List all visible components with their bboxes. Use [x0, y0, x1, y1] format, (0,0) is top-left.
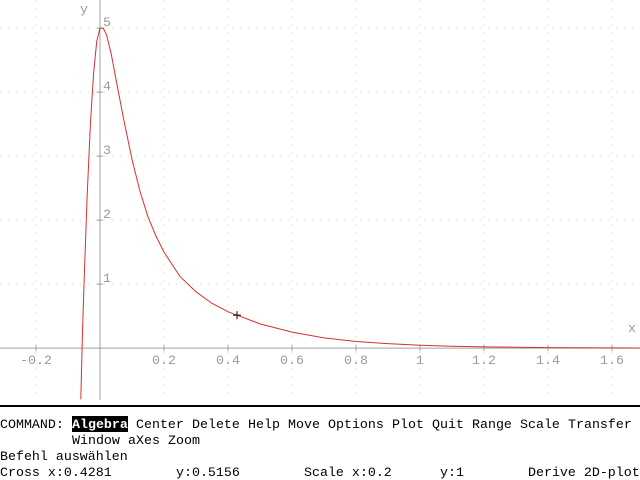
- x-tick-label: 0.2: [152, 353, 176, 368]
- y-axis-label: y: [80, 2, 88, 17]
- x-tick-label: 1.6: [600, 353, 624, 368]
- menu-item[interactable]: Window: [72, 433, 120, 448]
- y-tick-label: 5: [103, 15, 111, 30]
- menu-item[interactable]: Transfer: [568, 417, 632, 432]
- plot-area: -0.2 0.2 0.4 0.6 0.8 1 1.2 1.4 1.6 1 2 3 4 5 x y: [0, 0, 640, 400]
- menu-item[interactable]: Zoom: [168, 433, 200, 448]
- y-tick-label: 1: [103, 271, 111, 286]
- menu-item[interactable]: Algebra: [72, 417, 128, 432]
- x-tick-label: 1.4: [536, 353, 560, 368]
- curve: [80, 27, 640, 400]
- hint: Befehl auswählen: [0, 449, 128, 464]
- menu-item[interactable]: Plot: [392, 417, 424, 432]
- status-cross-y: y:0.5156: [176, 465, 240, 480]
- x-axis-label: x: [628, 321, 636, 336]
- y-tick-label: 2: [103, 207, 111, 222]
- menu-highlight: [72, 416, 128, 432]
- menu-item[interactable]: Range: [472, 417, 512, 432]
- menu-item[interactable]: aXes: [128, 433, 160, 448]
- x-tick-label: -0.2: [20, 353, 52, 368]
- x-tick-label: 0.6: [280, 353, 304, 368]
- menu-item[interactable]: Options: [328, 417, 384, 432]
- cross-marker: [232, 311, 241, 320]
- y-tick-label: 4: [103, 79, 111, 94]
- menu-item[interactable]: Center: [136, 417, 184, 432]
- command-prompt: COMMAND:: [0, 417, 64, 432]
- menu-item[interactable]: Move: [288, 417, 320, 432]
- menu-item[interactable]: Quit: [432, 417, 464, 432]
- menu-item[interactable]: Help: [248, 417, 280, 432]
- status-cross-x: Cross x:0.4281: [0, 465, 112, 480]
- menu-item[interactable]: Delete: [192, 417, 240, 432]
- x-tick-label: 0.4: [216, 353, 240, 368]
- y-tick-label: 3: [103, 143, 111, 158]
- command-area: COMMAND: Algebra Center Delete Help Move Optio…: [0, 416, 640, 480]
- status-mode: Derive 2D-plot: [528, 465, 640, 480]
- x-tick-label: 1.2: [472, 353, 496, 368]
- x-tick-label: 0.8: [344, 353, 368, 368]
- menu-item[interactable]: Scale: [520, 417, 560, 432]
- status-scale-y: y:1: [440, 465, 464, 480]
- status-scale-x: Scale x:0.2: [304, 465, 392, 480]
- x-tick-label: 1: [416, 353, 424, 368]
